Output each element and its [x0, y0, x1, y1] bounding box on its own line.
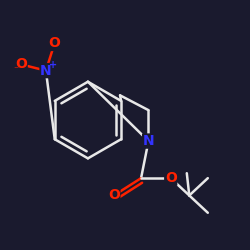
Text: O: O: [165, 171, 177, 185]
Text: N: N: [40, 64, 52, 78]
Text: +: +: [49, 60, 57, 70]
Text: O: O: [48, 36, 60, 51]
Text: O: O: [108, 188, 120, 202]
Text: ⁻: ⁻: [13, 65, 18, 75]
Text: O: O: [15, 58, 27, 71]
Text: N: N: [143, 134, 154, 148]
